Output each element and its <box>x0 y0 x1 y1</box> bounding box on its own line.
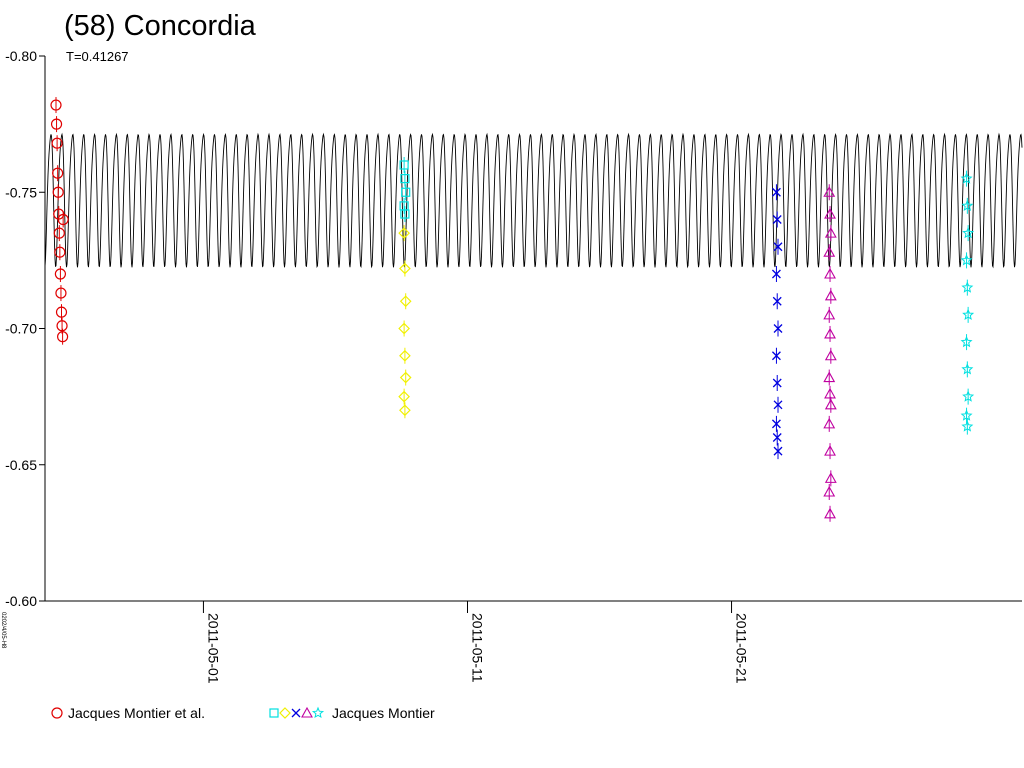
data-point <box>52 186 64 198</box>
legend-label-1: Jacques Montier et al. <box>68 705 205 722</box>
data-point <box>772 215 782 224</box>
data-point <box>773 324 783 333</box>
data-point <box>399 262 411 275</box>
legend-marker <box>301 707 313 718</box>
data-point <box>50 118 63 130</box>
data-point <box>399 404 411 417</box>
legend-entry-1: Jacques Montier et al. <box>50 704 205 721</box>
data-point <box>773 242 783 252</box>
data-point <box>824 398 837 410</box>
data-point <box>399 371 412 384</box>
y-tick-label: -0.60 <box>5 593 37 609</box>
data-point <box>399 295 412 308</box>
data-point <box>771 187 781 197</box>
data-point <box>51 137 63 149</box>
data-point <box>400 209 410 219</box>
data-point <box>400 174 410 184</box>
data-point <box>961 363 974 375</box>
data-point <box>398 390 410 403</box>
data-point <box>960 409 973 421</box>
legend-label-2: Jacques Montier <box>332 705 435 722</box>
data-point <box>773 446 783 456</box>
data-point <box>823 417 836 429</box>
data-point <box>824 349 837 361</box>
series-5 <box>960 170 975 435</box>
data-point <box>824 207 836 219</box>
data-points <box>50 97 975 522</box>
legend-markers-icon <box>269 706 325 720</box>
data-point <box>54 268 67 280</box>
data-point <box>771 269 781 279</box>
data-point <box>772 296 782 306</box>
data-point <box>55 287 67 299</box>
data-point <box>962 390 975 402</box>
data-point <box>772 378 782 388</box>
data-point <box>824 226 837 238</box>
data-point <box>824 267 836 279</box>
y-tick-label: -0.75 <box>5 184 37 200</box>
legend-marker <box>269 708 279 718</box>
x-tick-label: 2011-05-11 <box>469 613 485 683</box>
data-point <box>398 227 410 239</box>
y-tick-label: -0.80 <box>5 48 37 64</box>
x-tick-label: 2011-05-01 <box>205 613 221 684</box>
series-1 <box>399 157 411 223</box>
data-point <box>401 187 411 197</box>
data-point <box>50 99 62 111</box>
y-tick-label: -0.65 <box>5 457 37 473</box>
data-point <box>56 320 68 332</box>
legend-marker <box>291 708 301 718</box>
data-point <box>823 246 836 257</box>
data-point <box>823 485 836 497</box>
model-curve <box>44 132 1023 269</box>
data-point <box>57 213 69 226</box>
data-point <box>772 433 782 442</box>
x-tick-label: 2011-05-21 <box>734 613 750 684</box>
data-point <box>962 226 975 239</box>
data-point <box>399 160 409 170</box>
data-point <box>823 371 836 383</box>
data-point <box>961 281 974 293</box>
legend-marker <box>311 706 325 719</box>
legend-marker <box>279 707 291 720</box>
data-point <box>962 308 975 320</box>
model-curve-path <box>44 132 1023 269</box>
data-point <box>824 327 836 339</box>
data-point <box>771 419 781 429</box>
data-point <box>961 199 974 211</box>
data-point <box>398 322 410 335</box>
data-point <box>57 331 69 343</box>
legend-entry-2: Jacques Montier <box>268 704 435 721</box>
data-point <box>771 351 781 361</box>
data-point <box>773 400 783 410</box>
series-3 <box>771 184 783 460</box>
data-point <box>824 444 836 456</box>
data-point <box>823 308 836 320</box>
data-point <box>960 254 973 266</box>
y-tick-label: -0.70 <box>5 321 37 337</box>
data-point <box>823 186 836 197</box>
series-0 <box>50 97 69 345</box>
chart-title: (58) Concordia <box>64 10 256 42</box>
data-point <box>824 507 836 519</box>
data-point <box>54 246 66 258</box>
data-point <box>824 472 837 483</box>
legend-circle-icon <box>51 707 63 719</box>
axes: -0.80 -0.75 -0.70 -0.65 -0.60 2011-05-01 2011-… <box>5 48 1022 684</box>
series-2 <box>398 225 412 419</box>
data-point <box>399 349 411 362</box>
data-point <box>55 306 68 318</box>
series-4 <box>823 184 837 522</box>
data-point <box>960 335 973 348</box>
data-point <box>824 289 837 301</box>
data-point <box>52 167 64 179</box>
data-point <box>961 420 974 432</box>
chart-subtitle: T=0.41267 <box>66 49 129 64</box>
data-point <box>824 387 836 399</box>
data-point <box>53 227 65 239</box>
data-point <box>960 172 973 184</box>
side-code: 0202/4/05-H8 <box>0 612 6 649</box>
